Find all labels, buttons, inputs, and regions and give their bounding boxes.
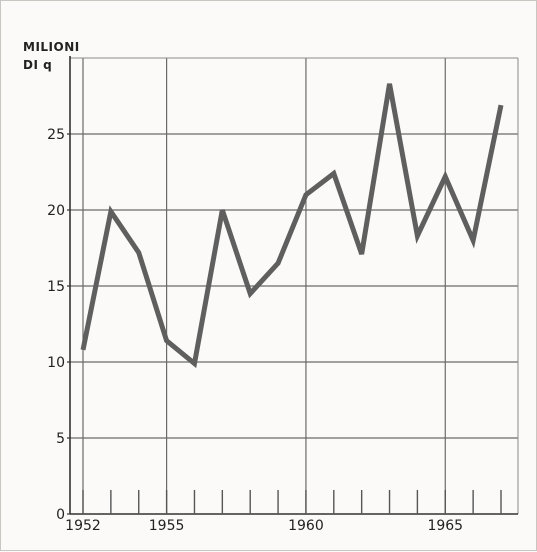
x-tick-label: 1955 bbox=[149, 518, 185, 534]
axes bbox=[70, 56, 518, 514]
x-tick-label: 1960 bbox=[288, 518, 324, 534]
y-unit-label-line2: DI q bbox=[23, 58, 52, 72]
y-tick-label: 0 bbox=[56, 507, 65, 523]
y-tick-label: 10 bbox=[47, 355, 65, 371]
y-unit-label-line1: MILIONI bbox=[23, 40, 80, 54]
series-line bbox=[83, 84, 501, 364]
x-tick-label: 1952 bbox=[65, 518, 101, 534]
ticks: 0 5 10 15 20 25 1952 1955 1960 1965 bbox=[47, 127, 501, 534]
y-tick-label: 5 bbox=[56, 431, 65, 447]
grid bbox=[70, 58, 518, 514]
series bbox=[83, 84, 501, 364]
y-tick-label: 15 bbox=[47, 279, 65, 295]
labels: MILIONI DI q bbox=[23, 40, 80, 72]
x-tick-label: 1965 bbox=[427, 518, 463, 534]
y-tick-label: 20 bbox=[47, 203, 65, 219]
y-tick-label: 25 bbox=[47, 127, 65, 143]
